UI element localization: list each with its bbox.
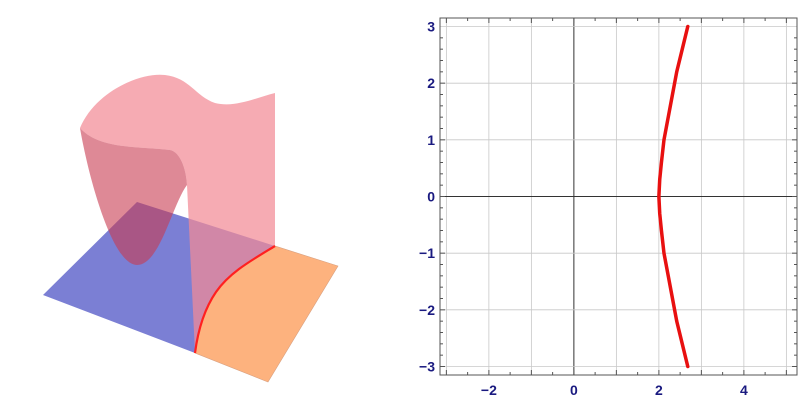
x-tick-label: 4 <box>740 382 748 398</box>
y-tick-label: 1 <box>427 132 435 148</box>
y-tick-label: −2 <box>419 302 435 318</box>
x-tick-label: 0 <box>570 382 578 398</box>
y-tick-label: −3 <box>419 359 435 375</box>
series-line <box>657 24 690 369</box>
intersection-curve <box>193 245 276 354</box>
surface-back-sheet <box>80 74 275 353</box>
y-tick-label: 2 <box>427 75 435 91</box>
x-tick-label: −2 <box>481 382 497 398</box>
surface-front-bowl <box>80 128 187 265</box>
y-tick-label: −1 <box>419 245 435 261</box>
y-tick-label: 0 <box>427 189 435 205</box>
y-tick-label: 3 <box>427 19 435 35</box>
x-tick-label: 2 <box>655 382 663 398</box>
